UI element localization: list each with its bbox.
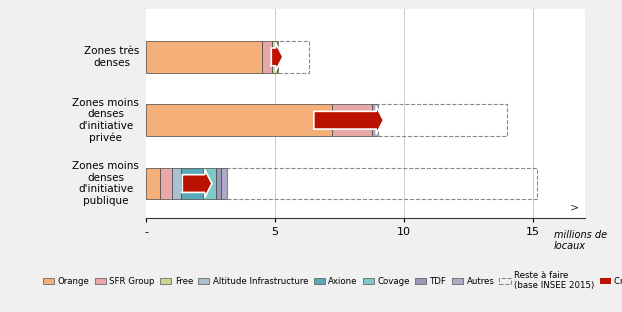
Bar: [181, 168, 203, 199]
Bar: [228, 168, 537, 199]
Bar: [146, 168, 160, 199]
Bar: [277, 41, 278, 73]
Legend: Orange, SFR Group, Free, Altitude Infrastructure, Axione, Covage, TDF, Autres, R: Orange, SFR Group, Free, Altitude Infras…: [43, 271, 622, 290]
Polygon shape: [314, 106, 384, 134]
Polygon shape: [182, 170, 212, 197]
Bar: [332, 105, 372, 136]
Bar: [172, 168, 181, 199]
Bar: [372, 105, 378, 136]
Polygon shape: [271, 43, 283, 71]
Text: millions de
locaux: millions de locaux: [554, 230, 607, 251]
Bar: [146, 41, 262, 73]
Text: >: >: [570, 202, 579, 213]
Bar: [278, 41, 309, 73]
Bar: [272, 41, 277, 73]
Bar: [160, 168, 172, 199]
Bar: [203, 168, 216, 199]
Bar: [221, 168, 228, 199]
Bar: [262, 41, 272, 73]
Bar: [146, 105, 332, 136]
Bar: [378, 105, 508, 136]
Bar: [216, 168, 221, 199]
